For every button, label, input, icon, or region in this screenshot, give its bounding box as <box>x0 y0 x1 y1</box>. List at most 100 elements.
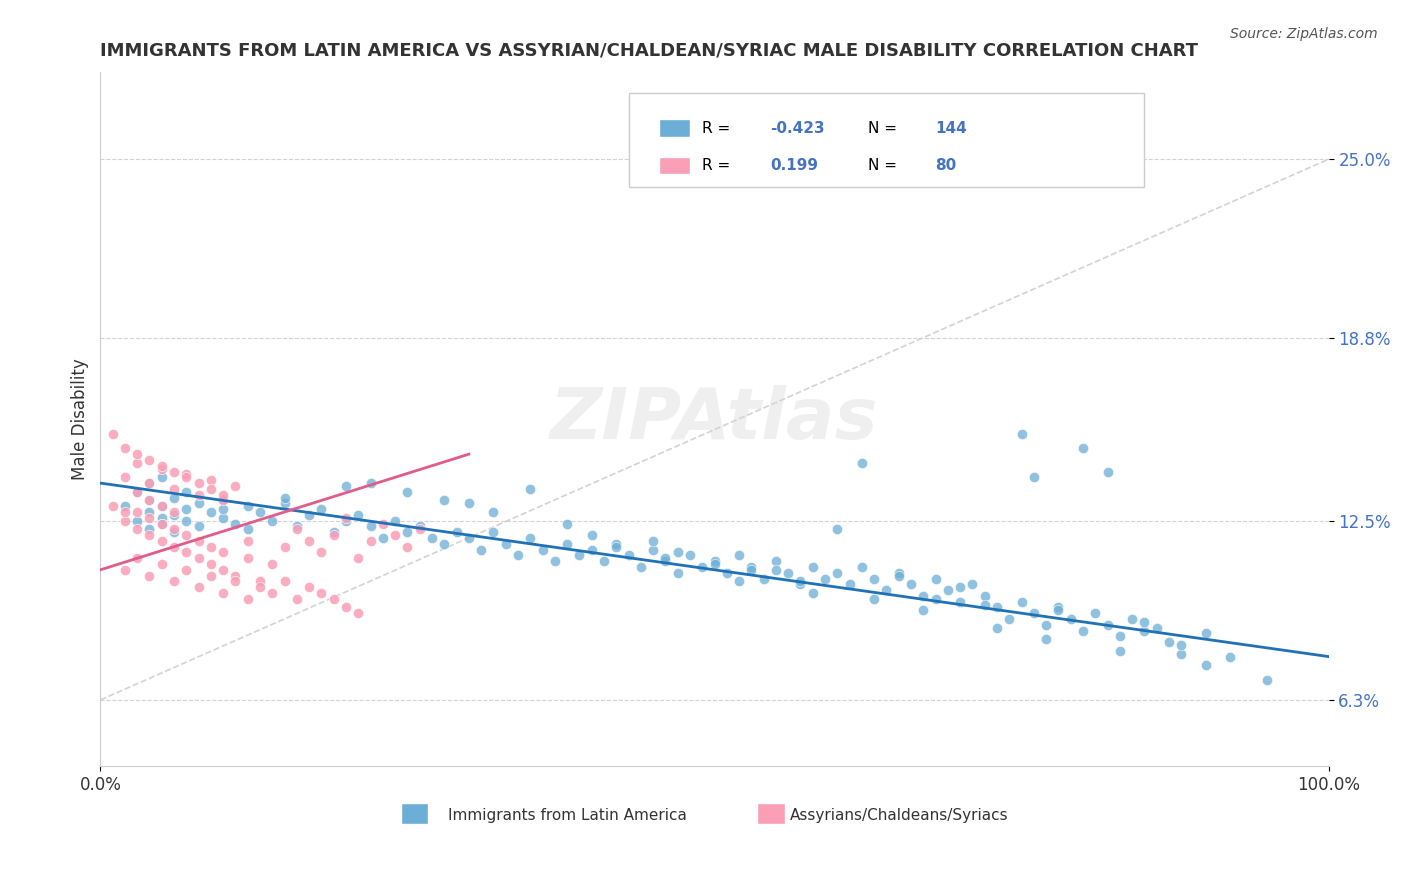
Point <box>335 600 357 615</box>
Point <box>262 557 284 571</box>
Point <box>273 491 295 505</box>
Point <box>568 549 591 563</box>
Point <box>396 484 419 499</box>
Point <box>285 519 308 533</box>
Point <box>1022 470 1045 484</box>
Point <box>347 606 370 620</box>
Point <box>827 566 849 580</box>
Point <box>311 502 333 516</box>
Point <box>1097 617 1119 632</box>
Point <box>409 522 432 536</box>
Point <box>1035 632 1057 647</box>
Point <box>150 533 173 548</box>
Point <box>728 574 751 589</box>
Point <box>101 499 124 513</box>
Point <box>150 458 173 473</box>
Point <box>163 522 186 536</box>
Point <box>176 514 198 528</box>
Point <box>1097 465 1119 479</box>
Point <box>936 583 959 598</box>
Point <box>1256 673 1278 687</box>
Point <box>212 510 235 524</box>
Point <box>360 476 382 491</box>
Text: 0.199: 0.199 <box>769 158 818 173</box>
Point <box>900 577 922 591</box>
Point <box>150 557 173 571</box>
Point <box>285 591 308 606</box>
Point <box>789 574 811 589</box>
Text: R =: R = <box>702 158 735 173</box>
Point <box>728 549 751 563</box>
Point <box>986 621 1008 635</box>
Point <box>863 591 886 606</box>
Point <box>150 499 173 513</box>
Point <box>127 505 149 519</box>
Point <box>605 537 627 551</box>
Point <box>482 505 505 519</box>
Point <box>716 566 738 580</box>
Point <box>740 563 762 577</box>
Point <box>187 533 209 548</box>
Point <box>249 580 271 594</box>
Point <box>1108 629 1130 643</box>
Point <box>176 502 198 516</box>
Point <box>949 580 972 594</box>
Point <box>138 476 160 491</box>
Point <box>409 519 432 533</box>
Point <box>973 589 995 603</box>
Y-axis label: Male Disability: Male Disability <box>72 359 89 480</box>
Point <box>114 499 136 513</box>
Point <box>1047 603 1070 617</box>
Point <box>176 528 198 542</box>
Text: N =: N = <box>868 158 901 173</box>
Point <box>519 482 541 496</box>
Point <box>311 586 333 600</box>
Point <box>482 525 505 540</box>
Point <box>973 598 995 612</box>
Point <box>114 442 136 456</box>
Point <box>1071 624 1094 638</box>
Point <box>212 563 235 577</box>
Point <box>801 586 824 600</box>
Point <box>433 493 456 508</box>
Text: Source: ZipAtlas.com: Source: ZipAtlas.com <box>1230 27 1378 41</box>
Point <box>605 540 627 554</box>
Point <box>555 537 578 551</box>
Point <box>838 577 860 591</box>
Point <box>127 484 149 499</box>
Point <box>446 525 468 540</box>
Point <box>1035 617 1057 632</box>
Point <box>311 545 333 559</box>
Point <box>200 473 222 487</box>
Text: R =: R = <box>702 120 735 136</box>
Point <box>150 470 173 484</box>
Point <box>495 537 517 551</box>
Point <box>1060 612 1083 626</box>
Point <box>212 586 235 600</box>
Point <box>690 560 713 574</box>
Point <box>163 465 186 479</box>
Point <box>924 591 946 606</box>
Point <box>457 496 479 510</box>
Point <box>200 557 222 571</box>
Point <box>200 505 222 519</box>
Point <box>581 528 603 542</box>
Point <box>998 612 1021 626</box>
Point <box>581 542 603 557</box>
Point <box>679 549 702 563</box>
Point <box>249 574 271 589</box>
Point <box>187 488 209 502</box>
Point <box>200 482 222 496</box>
Point <box>457 531 479 545</box>
Point <box>249 505 271 519</box>
Point <box>262 514 284 528</box>
Point <box>163 491 186 505</box>
Point <box>322 591 344 606</box>
Point <box>347 551 370 566</box>
Point <box>396 540 419 554</box>
Point <box>322 528 344 542</box>
Point <box>371 531 394 545</box>
Point <box>150 516 173 531</box>
Point <box>1157 635 1180 649</box>
FancyBboxPatch shape <box>628 94 1144 187</box>
